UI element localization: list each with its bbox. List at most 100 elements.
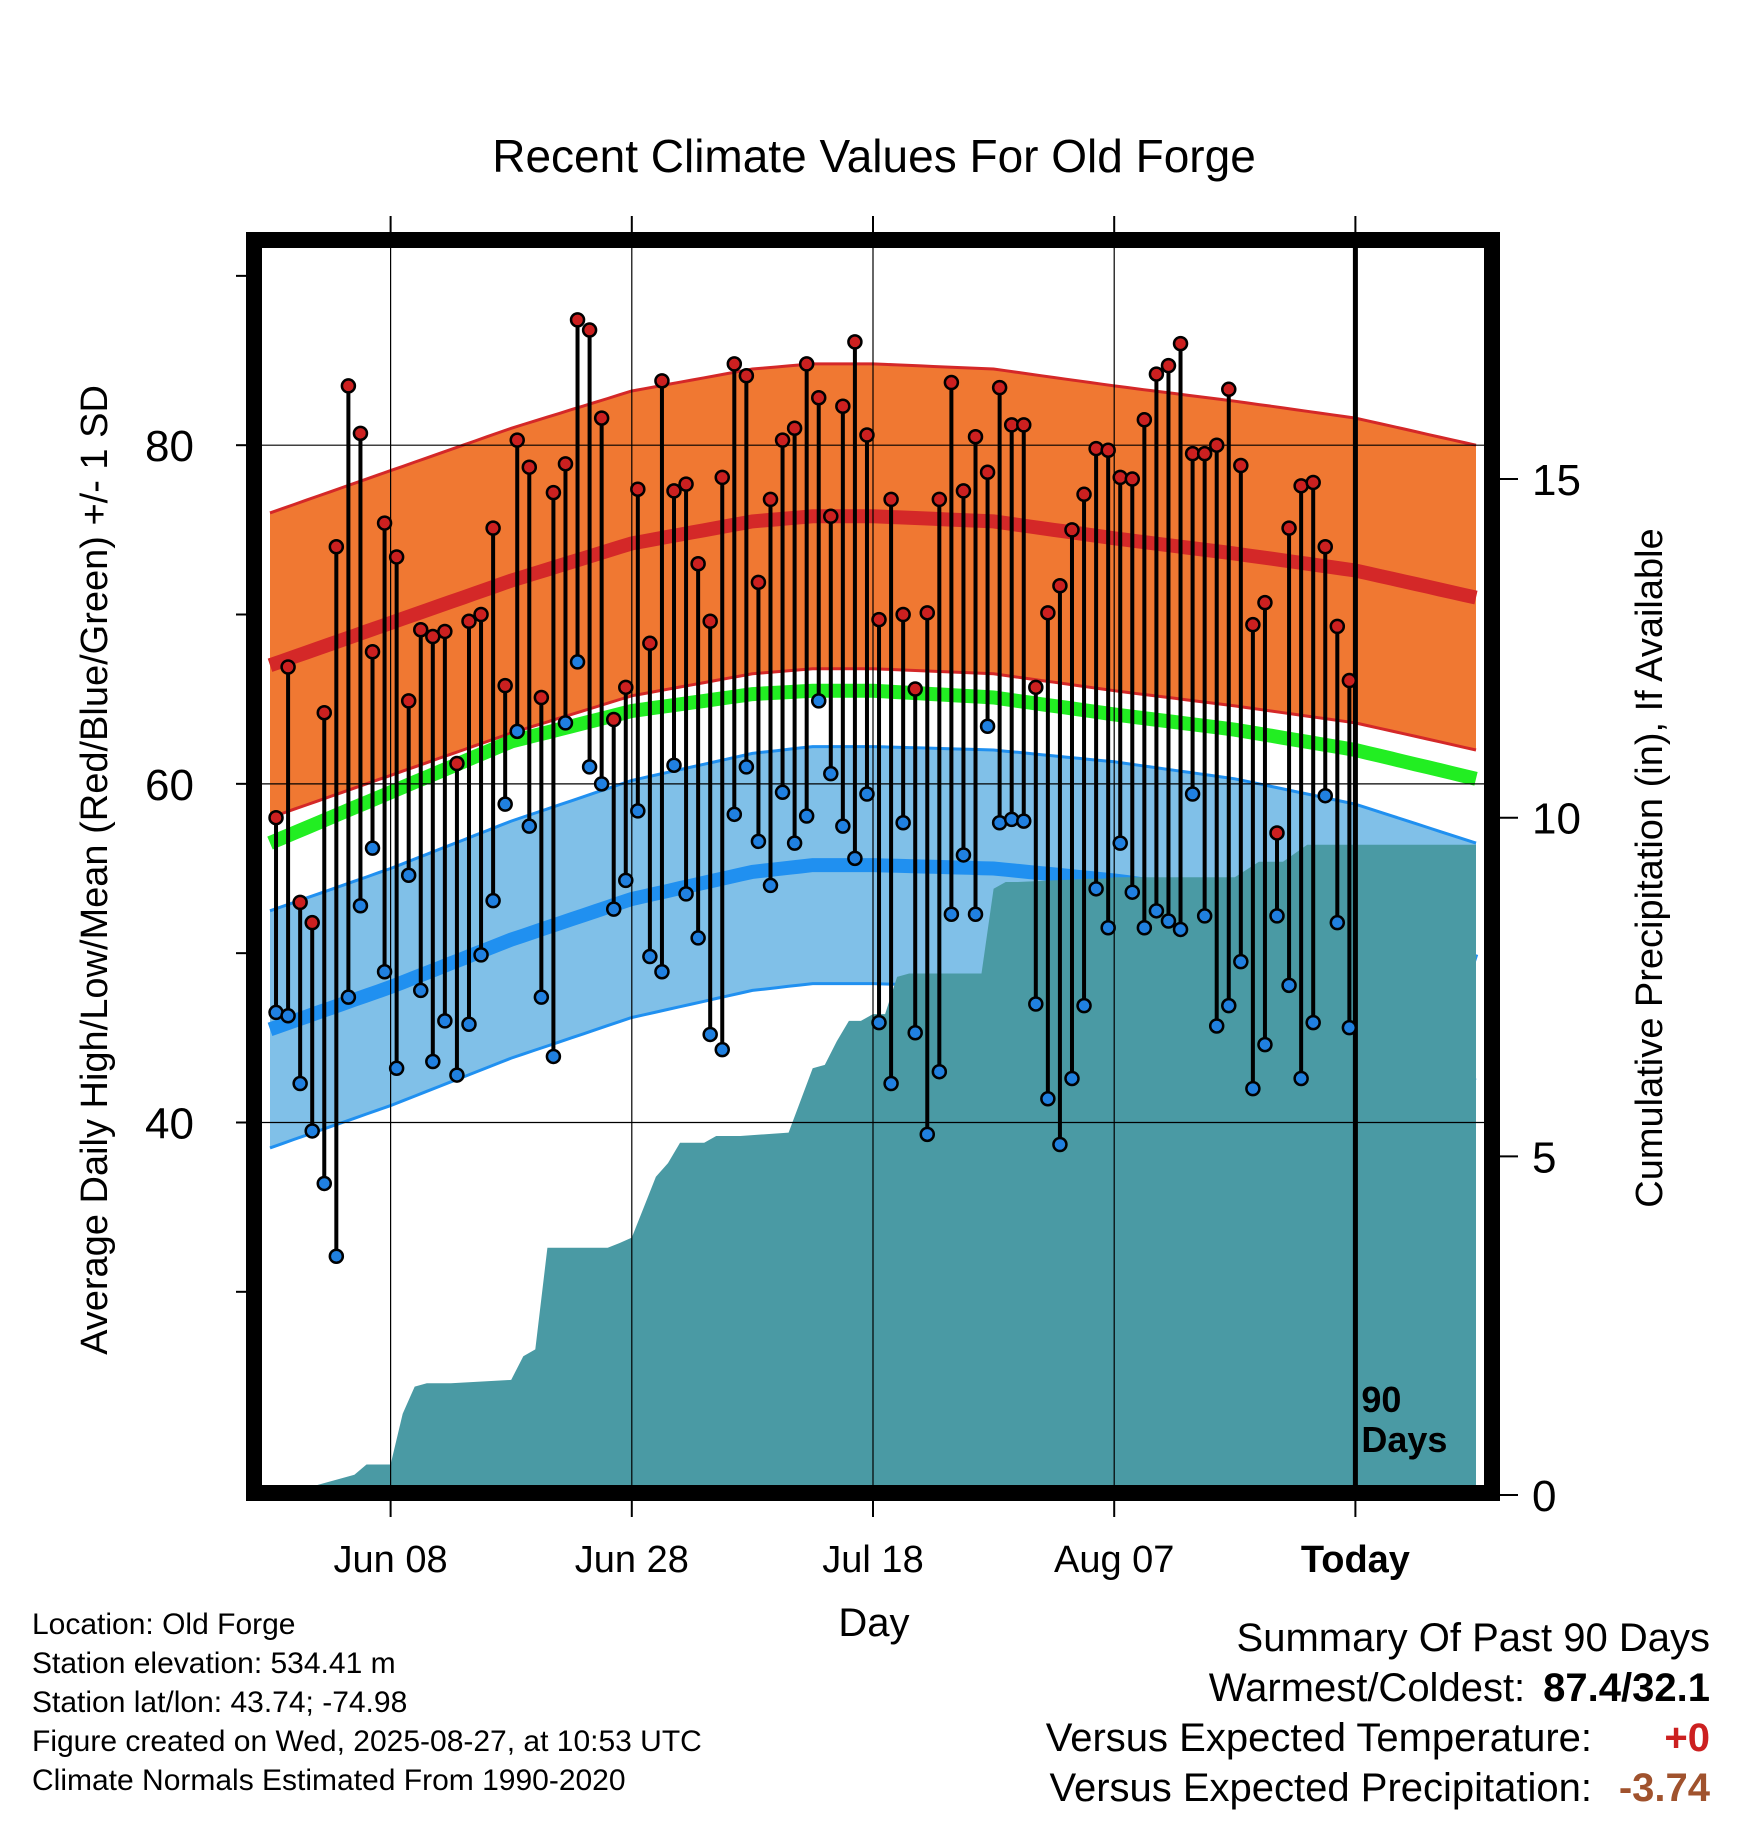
high-point [533,689,550,706]
high-point [593,410,610,426]
low-point [1088,881,1104,897]
high-point [1329,618,1346,635]
low-point [364,840,381,856]
high-point [268,809,284,826]
x-tick-label: Today [1301,1539,1410,1581]
high-point [618,679,634,696]
low-point [847,850,863,867]
low-point [943,906,960,922]
high-point [1196,445,1213,462]
low-point [605,901,622,917]
high-point [810,390,827,406]
low-point [931,1063,948,1080]
high-point [340,378,357,394]
high-point [943,374,960,391]
summary-temp-row: Versus Expected Temperature: +0 [1046,1716,1710,1761]
high-point [473,606,489,623]
low-point [1329,914,1346,931]
x-tick-label: Jun 08 [334,1539,448,1581]
footer-latlon: Station lat/lon: 43.74; -74.98 [32,1686,408,1719]
low-point [593,776,610,792]
high-point [413,622,429,638]
low-point [1112,835,1128,851]
low-point [376,964,393,980]
low-point [1293,1070,1309,1087]
high-point [967,428,984,445]
low-point [1148,903,1165,919]
summary-precip-value: -3.74 [1618,1766,1710,1810]
low-point [533,989,550,1005]
low-point [1305,1014,1321,1031]
low-point [304,1123,320,1139]
high-point [437,623,453,640]
low-point [630,803,646,819]
low-point [545,1048,562,1065]
summary-temp-value: +0 [1664,1716,1710,1760]
high-point [654,373,670,389]
high-point [581,322,598,338]
high-point [786,420,803,437]
low-point [1317,787,1333,804]
y-tick-label: 80 [145,422,194,471]
low-point [835,818,851,834]
low-point [774,784,791,801]
high-point [630,481,646,497]
high-point [1052,577,1068,594]
high-point [871,611,887,628]
high-point [847,334,863,350]
high-point [762,491,779,508]
low-point [967,906,984,922]
y2-tick-label: 5 [1532,1133,1556,1182]
high-point [895,606,911,623]
high-point [931,491,948,508]
low-point [449,1067,465,1083]
high-point [1257,594,1273,611]
low-point [1064,1070,1080,1087]
low-point [292,1075,308,1092]
high-point [1245,616,1261,633]
low-point [859,786,875,802]
summary-precip-label: Versus Expected Precipitation: [1049,1766,1592,1810]
low-point [1184,786,1201,802]
low-point [666,757,682,773]
low-point [654,964,670,980]
low-point [1100,920,1116,936]
summary-warmest-label: Warmest/Coldest: [1208,1666,1526,1710]
high-point [328,539,345,555]
low-point [642,948,658,965]
low-point [1016,813,1032,829]
low-point [497,796,513,812]
high-point [1124,471,1141,487]
precipitation-area [317,844,1476,1485]
high-point [485,520,501,536]
low-point [883,1075,899,1092]
low-point [280,1008,296,1024]
high-point [883,491,899,508]
high-point [376,515,393,531]
high-point [569,312,586,328]
low-point [823,765,839,782]
x-tick-label: Jun 28 [575,1539,689,1581]
footer-location: Location: Old Forge [32,1608,296,1641]
x-axis-label: Day [838,1601,909,1645]
high-point [1136,412,1153,428]
high-point [364,644,381,660]
footer-created: Figure created on Wed, 2025-08-27, at 10… [32,1725,702,1758]
low-point [1233,953,1249,970]
summary-precip-row: Versus Expected Precipitation: -3.74 [1049,1766,1710,1811]
y2-tick-label: 0 [1532,1472,1556,1521]
high-point [642,635,658,652]
low-point [485,892,501,909]
summary-title: Summary Of Past 90 Days [1236,1616,1710,1660]
low-point [581,759,598,775]
y-tick-label: 40 [145,1099,194,1148]
y-axis-label: Average Daily High/Low/Mean (Red/Blue/Gr… [74,385,116,1355]
summary-title-row: Summary Of Past 90 Days [1237,1616,1710,1661]
high-point [461,613,477,630]
low-point [1208,1018,1225,1034]
low-point [955,847,972,863]
low-point [1257,1036,1273,1053]
y2-tick-label: 10 [1532,795,1581,844]
high-point [280,659,296,675]
